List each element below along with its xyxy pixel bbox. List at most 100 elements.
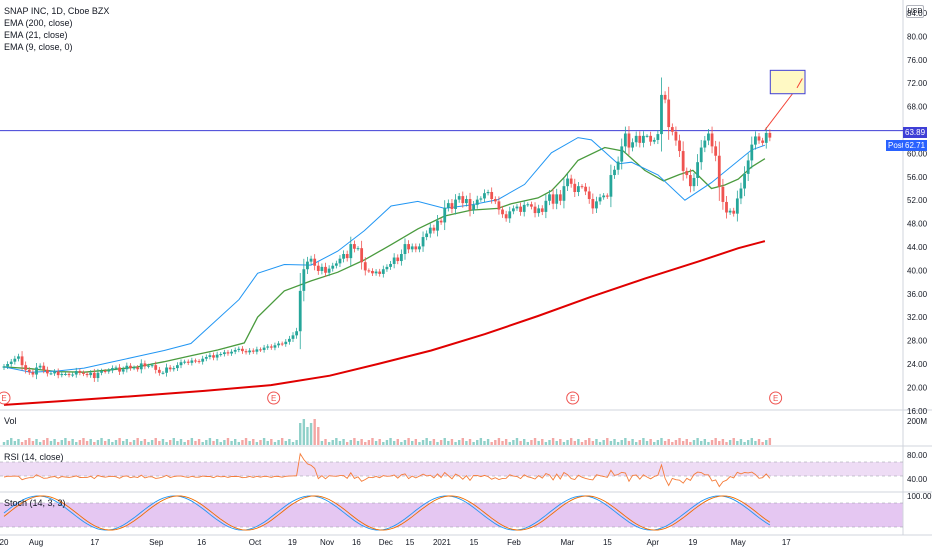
candle-body	[483, 193, 486, 199]
candle-body	[616, 161, 620, 170]
volume-bar	[118, 438, 121, 445]
earnings-marker[interactable]: E	[566, 391, 580, 405]
candle-body	[681, 151, 685, 171]
volume-bar	[201, 442, 204, 445]
volume-bar	[179, 439, 183, 445]
volume-bar	[107, 439, 110, 445]
candle-body	[132, 367, 136, 369]
candle-body	[129, 365, 132, 369]
candle-body	[446, 203, 450, 208]
volume-bar	[140, 441, 143, 445]
candle-body	[118, 367, 122, 372]
volume-bar	[226, 438, 230, 445]
candle-body	[432, 227, 436, 231]
volume-bar	[609, 441, 613, 445]
candle-body	[548, 194, 551, 201]
x-tick-label: Aug	[29, 538, 43, 547]
volume-bar	[634, 442, 638, 445]
volume-bar	[732, 438, 735, 445]
candle-body	[707, 133, 710, 141]
volume-bar	[728, 440, 732, 445]
volume-bar	[414, 439, 418, 445]
candle-body	[179, 362, 183, 366]
candle-body	[327, 268, 331, 273]
candle-body	[295, 331, 299, 336]
volume-bar	[306, 427, 309, 445]
candle-body	[85, 373, 89, 376]
candle-body	[710, 133, 714, 147]
volume-bar	[660, 438, 663, 445]
volume-bar	[215, 439, 219, 445]
volume-bar	[183, 442, 186, 445]
earnings-marker[interactable]: E	[769, 391, 783, 405]
candle-body	[674, 131, 678, 141]
volume-bar	[523, 439, 526, 445]
candle-body	[226, 352, 230, 354]
rsi-band	[0, 462, 903, 476]
volume-bar	[234, 439, 237, 445]
volume-bar	[280, 438, 284, 445]
volume-bar	[685, 439, 688, 445]
currency-badge[interactable]: USD	[906, 5, 924, 18]
candle-body	[17, 356, 20, 359]
candle-body	[381, 269, 385, 274]
candle-body	[194, 360, 197, 362]
volume-bar	[696, 438, 699, 445]
candle-body	[754, 136, 757, 145]
candle-body	[497, 201, 501, 210]
candle-body	[660, 94, 663, 135]
candle-body	[436, 220, 439, 231]
volume-bar	[374, 441, 378, 445]
x-tick-label: Nov	[320, 538, 334, 547]
volume-bar	[533, 438, 537, 445]
x-tick-label: Oct	[249, 538, 262, 547]
candle-body	[580, 186, 584, 188]
volume-bar	[313, 419, 316, 445]
volume-bar	[504, 439, 508, 445]
volume-bar	[483, 441, 486, 445]
legend-ema9[interactable]: EMA (9, close, 0)	[4, 42, 73, 52]
candle-body	[255, 349, 259, 352]
candle-body	[508, 211, 512, 219]
earnings-marker[interactable]: E	[0, 391, 11, 405]
candle-body	[399, 254, 403, 262]
candle-body	[555, 194, 559, 204]
volume-bar	[436, 442, 439, 445]
volume-bar	[125, 439, 129, 445]
candle-body	[631, 142, 634, 148]
legend-ema21[interactable]: EMA (21, close)	[4, 30, 68, 40]
volume-bar	[765, 440, 768, 445]
x-tick-label: 2021	[433, 538, 451, 547]
volume-bar	[692, 440, 696, 445]
candle-body	[107, 370, 111, 372]
candle-body	[595, 201, 598, 209]
candle-body	[421, 237, 425, 247]
candle-body	[425, 233, 429, 238]
candle-body	[71, 374, 75, 376]
volume-bar	[38, 442, 42, 445]
post-price-tag: 62.71	[903, 140, 928, 151]
candle-body	[519, 206, 522, 212]
candle-body	[38, 365, 42, 368]
legend-ema200[interactable]: EMA (200, close)	[4, 18, 73, 28]
candle-body	[479, 198, 483, 200]
y-tick-label: 36.00	[907, 290, 928, 299]
x-tick-label: Sep	[149, 538, 164, 547]
ema21-line	[3, 146, 766, 373]
candle-body	[208, 355, 212, 357]
candle-body	[378, 271, 382, 274]
volume-bar	[407, 438, 410, 445]
volume-bar	[606, 438, 609, 445]
volume-bar	[270, 439, 273, 445]
volume-bar	[114, 440, 118, 445]
earnings-marker[interactable]: E	[267, 391, 281, 405]
candle-body	[291, 335, 295, 339]
candle-body	[244, 351, 248, 353]
candle-body	[277, 343, 280, 346]
candle-body	[623, 133, 627, 147]
ema200-line	[3, 240, 766, 406]
volume-bar	[754, 441, 757, 445]
volume-bar	[143, 439, 147, 445]
volume-bar	[761, 442, 764, 445]
